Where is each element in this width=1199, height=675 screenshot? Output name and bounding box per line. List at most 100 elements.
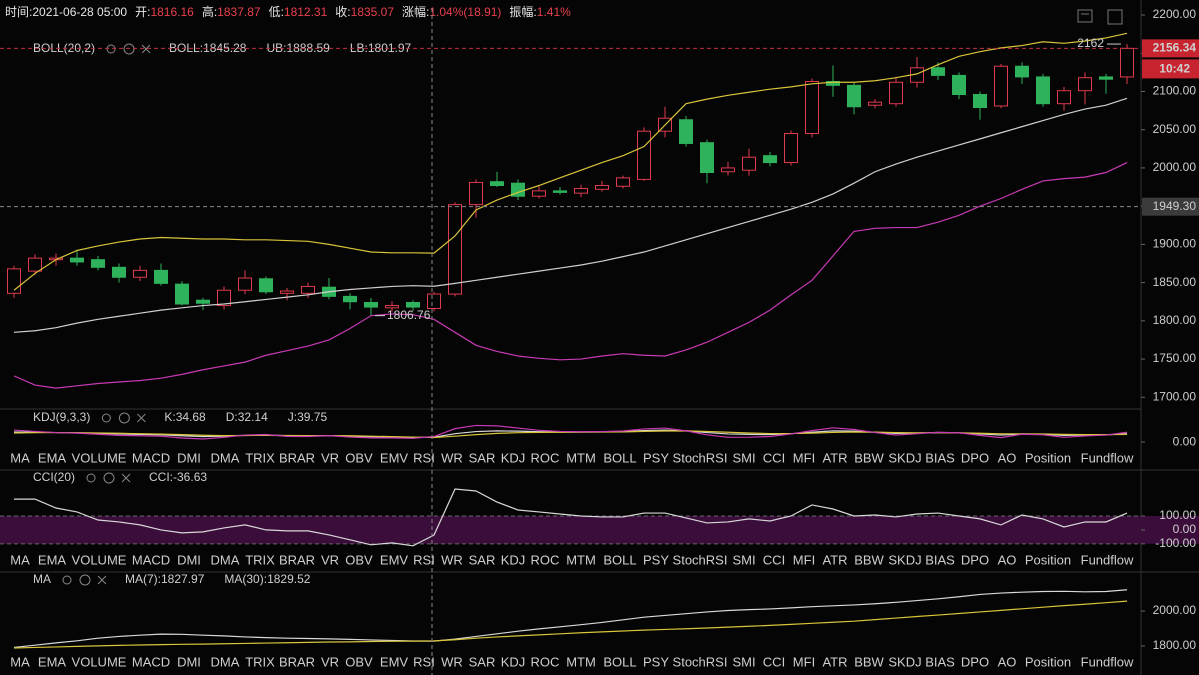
- indicator-tab[interactable]: VOLUME: [72, 654, 127, 669]
- indicator-tab[interactable]: SKDJ: [888, 552, 921, 567]
- indicator-tab[interactable]: MACD: [132, 654, 170, 669]
- indicator-tab[interactable]: KDJ: [501, 654, 526, 669]
- indicator-tab[interactable]: CCI: [763, 654, 785, 669]
- header-value: 1816.16: [150, 5, 194, 19]
- indicator-tab[interactable]: BOLL: [603, 450, 636, 465]
- indicator-tab[interactable]: BRAR: [279, 450, 315, 465]
- indicator-tab[interactable]: AO: [998, 654, 1017, 669]
- indicator-tab[interactable]: DMI: [177, 450, 201, 465]
- header: 时间:2021-06-28 05:00 开:1816.16 高:1837.87 低:1…: [5, 4, 571, 19]
- indicator-tab[interactable]: SAR: [469, 654, 496, 669]
- indicator-tab[interactable]: SMI: [732, 552, 755, 567]
- indicator-tab[interactable]: ATR: [822, 450, 847, 465]
- window-icons[interactable]: [1077, 9, 1123, 25]
- indicator-tab[interactable]: VOLUME: [72, 552, 127, 567]
- indicator-tab[interactable]: MFI: [793, 552, 815, 567]
- indicator-tab[interactable]: WR: [441, 654, 463, 669]
- indicator-tab[interactable]: BBW: [854, 450, 884, 465]
- candle-body: [91, 259, 105, 268]
- indicator-tab[interactable]: EMV: [380, 552, 409, 567]
- indicator-tab[interactable]: BBW: [854, 552, 884, 567]
- indicator-tab[interactable]: DPO: [961, 552, 989, 567]
- indicator-line: [13, 97, 1128, 333]
- icon-panel[interactable]: [1077, 9, 1093, 23]
- indicator-tab[interactable]: StochRSI: [673, 552, 728, 567]
- indicator-tab[interactable]: RSI: [413, 654, 435, 669]
- indicator-tab[interactable]: MACD: [132, 552, 170, 567]
- indicator-tab[interactable]: PSY: [643, 654, 669, 669]
- indicator-tab[interactable]: TRIX: [245, 654, 275, 669]
- indicator-tab[interactable]: BBW: [854, 654, 884, 669]
- indicator-tab[interactable]: VR: [321, 450, 339, 465]
- indicator-tab[interactable]: DMA: [211, 654, 240, 669]
- indicator-tab[interactable]: Position: [1025, 654, 1071, 669]
- indicator-tab[interactable]: RSI: [413, 450, 435, 465]
- indicator-tab[interactable]: DPO: [961, 450, 989, 465]
- indicator-tab[interactable]: TRIX: [245, 450, 275, 465]
- indicator-tab[interactable]: PSY: [643, 450, 669, 465]
- indicator-tab[interactable]: MACD: [132, 450, 170, 465]
- indicator-tab[interactable]: ATR: [822, 552, 847, 567]
- indicator-tab[interactable]: BOLL: [603, 654, 636, 669]
- indicator-tab[interactable]: Position: [1025, 450, 1071, 465]
- indicator-tab[interactable]: SMI: [732, 654, 755, 669]
- indicator-tab[interactable]: DMI: [177, 552, 201, 567]
- indicator-tab[interactable]: AO: [998, 450, 1017, 465]
- indicator-tab[interactable]: MA: [10, 654, 30, 669]
- indicator-tab[interactable]: DMA: [211, 450, 240, 465]
- indicator-tab[interactable]: ATR: [822, 654, 847, 669]
- indicator-tab[interactable]: PSY: [643, 552, 669, 567]
- indicator-tab[interactable]: MFI: [793, 654, 815, 669]
- indicator-tab[interactable]: StochRSI: [673, 654, 728, 669]
- indicator-tab[interactable]: ROC: [531, 552, 560, 567]
- indicator-tab[interactable]: ROC: [531, 450, 560, 465]
- indicator-tab[interactable]: OBV: [345, 654, 373, 669]
- indicator-tab[interactable]: VR: [321, 552, 339, 567]
- indicator-tab[interactable]: KDJ: [501, 450, 526, 465]
- indicator-tab[interactable]: VOLUME: [72, 450, 127, 465]
- indicator-tab[interactable]: WR: [441, 450, 463, 465]
- indicator-tab[interactable]: MTM: [566, 654, 596, 669]
- indicator-tab[interactable]: OBV: [345, 450, 373, 465]
- indicator-tab[interactable]: CCI: [763, 552, 785, 567]
- indicator-tab[interactable]: VR: [321, 654, 339, 669]
- indicator-tab[interactable]: SKDJ: [888, 654, 921, 669]
- indicator-tab[interactable]: TRIX: [245, 552, 275, 567]
- indicator-tab[interactable]: RSI: [413, 552, 435, 567]
- indicator-tab[interactable]: DMI: [177, 654, 201, 669]
- indicator-tab[interactable]: SAR: [469, 552, 496, 567]
- indicator-tab[interactable]: EMA: [38, 654, 67, 669]
- indicator-tab[interactable]: EMV: [380, 654, 409, 669]
- indicator-tab[interactable]: MFI: [793, 450, 815, 465]
- indicator-tab[interactable]: Fundflow: [1081, 654, 1134, 669]
- indicator-tab[interactable]: BIAS: [925, 450, 955, 465]
- indicator-tab[interactable]: BRAR: [279, 552, 315, 567]
- icon-fullscreen[interactable]: [1107, 9, 1123, 25]
- indicator-tab[interactable]: BRAR: [279, 654, 315, 669]
- indicator-tab[interactable]: AO: [998, 552, 1017, 567]
- indicator-tab[interactable]: MA: [10, 552, 30, 567]
- indicator-tab[interactable]: DMA: [211, 552, 240, 567]
- indicator-tab[interactable]: OBV: [345, 552, 373, 567]
- indicator-tab[interactable]: StochRSI: [673, 450, 728, 465]
- indicator-tab[interactable]: Fundflow: [1081, 450, 1134, 465]
- indicator-tab[interactable]: BIAS: [925, 654, 955, 669]
- indicator-tab[interactable]: MA: [10, 450, 30, 465]
- indicator-tab[interactable]: CCI: [763, 450, 785, 465]
- indicator-tab[interactable]: ROC: [531, 654, 560, 669]
- indicator-tab[interactable]: SAR: [469, 450, 496, 465]
- indicator-tab[interactable]: SKDJ: [888, 450, 921, 465]
- indicator-tab[interactable]: DPO: [961, 654, 989, 669]
- indicator-tab[interactable]: BOLL: [603, 552, 636, 567]
- indicator-tab[interactable]: BIAS: [925, 552, 955, 567]
- indicator-tab[interactable]: MTM: [566, 450, 596, 465]
- indicator-tab[interactable]: MTM: [566, 552, 596, 567]
- indicator-tab[interactable]: SMI: [732, 450, 755, 465]
- indicator-tab[interactable]: KDJ: [501, 552, 526, 567]
- indicator-tab[interactable]: EMA: [38, 450, 67, 465]
- indicator-tab[interactable]: EMA: [38, 552, 67, 567]
- indicator-tab[interactable]: Fundflow: [1081, 552, 1134, 567]
- indicator-tab[interactable]: WR: [441, 552, 463, 567]
- indicator-tab[interactable]: Position: [1025, 552, 1071, 567]
- indicator-tab[interactable]: EMV: [380, 450, 409, 465]
